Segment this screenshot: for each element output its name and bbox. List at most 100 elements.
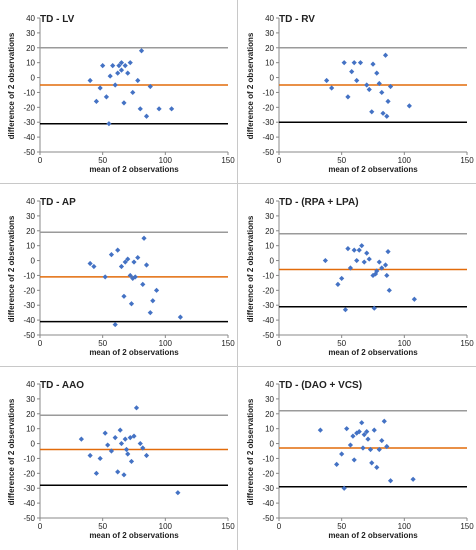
data-point bbox=[122, 63, 128, 69]
x-tick-label: 50 bbox=[337, 339, 346, 348]
y-tick-label: -10 bbox=[262, 271, 274, 280]
data-point bbox=[347, 265, 354, 271]
data-point bbox=[78, 436, 84, 442]
chart-panel: 40 30 20 10 0 -10 -20 -30 -40 -50 0 50 100 150 TD - (R… bbox=[239, 183, 476, 366]
data-point bbox=[141, 235, 147, 241]
x-axis-label: mean of 2 observations bbox=[89, 531, 179, 540]
data-point bbox=[147, 310, 153, 316]
data-point bbox=[87, 260, 93, 267]
data-point bbox=[365, 436, 371, 442]
x-axis-label: mean of 2 observations bbox=[328, 348, 418, 357]
data-point bbox=[366, 256, 372, 262]
y-axis-label: difference of 2 observations bbox=[246, 398, 255, 506]
data-point bbox=[140, 281, 146, 287]
x-tick-label: 150 bbox=[460, 339, 474, 348]
chart-title: TD - AAO bbox=[40, 380, 85, 391]
chart-title: TD - (RPA + LPA) bbox=[279, 197, 359, 208]
data-point bbox=[97, 85, 103, 91]
chart-panel: 40 30 20 10 0 -10 -20 -30 -40 -50 0 50 100 150 TD - (D… bbox=[239, 366, 476, 549]
y-tick-label: 10 bbox=[265, 425, 274, 434]
data-point bbox=[87, 452, 93, 459]
data-point bbox=[110, 63, 116, 69]
data-point bbox=[370, 61, 376, 67]
y-tick-label: 0 bbox=[31, 257, 36, 266]
data-point bbox=[117, 427, 123, 433]
x-tick-label: 50 bbox=[98, 156, 107, 165]
y-tick-label: -20 bbox=[262, 469, 274, 478]
data-point bbox=[106, 121, 112, 127]
data-point bbox=[334, 461, 340, 467]
y-tick-label: -30 bbox=[23, 118, 35, 127]
data-point bbox=[339, 451, 345, 457]
data-point bbox=[335, 281, 341, 287]
data-point bbox=[411, 296, 417, 302]
data-point bbox=[137, 106, 143, 112]
data-point bbox=[374, 464, 380, 470]
data-point bbox=[384, 272, 390, 279]
y-tick-label: 10 bbox=[265, 59, 274, 68]
x-tick-label: 0 bbox=[38, 339, 43, 348]
data-point bbox=[108, 448, 115, 454]
data-point bbox=[150, 298, 156, 304]
data-point bbox=[376, 446, 382, 453]
data-point bbox=[125, 70, 131, 76]
data-point bbox=[105, 442, 111, 448]
data-point bbox=[138, 48, 145, 54]
y-tick-label: -10 bbox=[262, 88, 274, 97]
y-tick-label: -30 bbox=[23, 301, 35, 310]
y-tick-label: -50 bbox=[23, 331, 35, 340]
data-point bbox=[143, 113, 150, 119]
y-axis-label: difference of 2 observations bbox=[7, 32, 16, 140]
y-tick-label: 10 bbox=[26, 425, 35, 434]
data-point bbox=[102, 430, 108, 436]
data-point bbox=[369, 109, 375, 115]
data-point bbox=[374, 70, 380, 76]
data-point bbox=[341, 60, 347, 66]
chart-panel: 40 30 20 10 0 -10 -20 -30 -40 -50 0 50 100 150 TD - RV… bbox=[239, 0, 476, 183]
data-point bbox=[347, 442, 354, 448]
data-point bbox=[342, 307, 349, 313]
chart-title: TD - LV bbox=[40, 14, 75, 25]
panel-divider-horizontal-1 bbox=[0, 183, 476, 184]
data-point bbox=[112, 435, 118, 441]
y-tick-label: 30 bbox=[26, 395, 35, 404]
data-point bbox=[116, 63, 122, 69]
y-axis-label: difference of 2 observations bbox=[246, 215, 255, 323]
x-tick-label: 150 bbox=[221, 339, 235, 348]
data-point bbox=[381, 418, 387, 424]
data-point bbox=[91, 263, 97, 270]
data-point bbox=[367, 446, 374, 453]
x-tick-label: 100 bbox=[159, 339, 173, 348]
data-point bbox=[382, 52, 389, 58]
data-point bbox=[345, 246, 351, 252]
chart-panel: 40 30 20 10 0 -10 -20 -30 -40 -50 0 50 100 150 TD - AP… bbox=[0, 183, 237, 366]
data-point bbox=[385, 249, 391, 255]
y-tick-label: -30 bbox=[262, 301, 274, 310]
data-point bbox=[322, 257, 328, 264]
y-tick-label: 20 bbox=[26, 227, 35, 236]
data-point bbox=[351, 60, 357, 66]
x-axis-label: mean of 2 observations bbox=[328, 165, 418, 174]
data-point bbox=[135, 77, 141, 84]
data-point bbox=[385, 98, 391, 104]
data-point bbox=[384, 113, 390, 119]
data-point bbox=[128, 458, 135, 465]
data-point bbox=[354, 257, 360, 264]
y-tick-label: -50 bbox=[23, 514, 35, 523]
chart-title: TD - (DAO + VCS) bbox=[279, 380, 363, 391]
data-point bbox=[379, 265, 385, 271]
panel-divider-horizontal-2 bbox=[0, 366, 476, 367]
y-tick-label: 10 bbox=[265, 242, 274, 251]
y-tick-label: -50 bbox=[262, 514, 274, 523]
x-tick-label: 100 bbox=[398, 156, 412, 165]
y-tick-label: -20 bbox=[23, 469, 35, 478]
y-tick-label: 40 bbox=[26, 197, 35, 206]
data-point bbox=[93, 470, 99, 476]
chart-panel: 40 30 20 10 0 -10 -20 -30 -40 -50 0 50 100 150 TD - AA… bbox=[0, 366, 237, 549]
data-point bbox=[380, 110, 386, 116]
y-tick-label: 20 bbox=[265, 44, 274, 53]
y-tick-label: -30 bbox=[23, 484, 35, 493]
